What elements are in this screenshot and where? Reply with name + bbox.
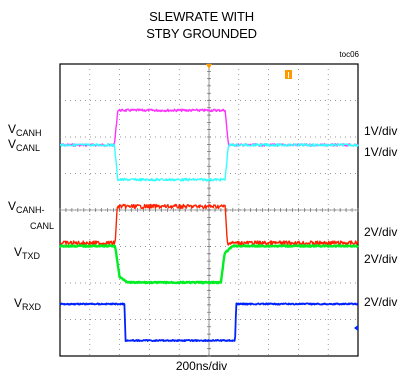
trigger-position-marker — [206, 64, 212, 69]
trace-canl — [59, 143, 359, 182]
x-axis-label: 200ns/div — [175, 359, 228, 373]
trigger-icon-glyph — [288, 72, 289, 78]
trigger-level-marker — [354, 325, 358, 331]
label-vcanh-canl: VCANH- — [8, 199, 45, 215]
scale-txd: 2V/div — [364, 252, 398, 266]
chart-title-line2: STBY GROUNDED — [146, 26, 257, 41]
scale-canl: 1V/div — [364, 145, 398, 159]
label-vrxd: VRXD — [14, 296, 42, 312]
trace-rxd — [59, 302, 359, 342]
figure-tag: toc06 — [339, 50, 359, 59]
scale-rxd: 2V/div — [364, 295, 398, 309]
scale-canh: 1V/div — [364, 124, 398, 138]
trace-diff — [59, 203, 359, 246]
chart-title-line1: SLEWRATE WITH — [149, 9, 254, 24]
scale-diff: 2V/div — [364, 225, 398, 239]
label-vcanh-canl-sub: CANL — [30, 221, 55, 231]
label-vtxd: VTXD — [14, 245, 41, 261]
trace-txd — [59, 244, 359, 285]
label-vcanh: VCANH — [8, 122, 42, 138]
label-vcanl: VCANL — [8, 137, 41, 153]
